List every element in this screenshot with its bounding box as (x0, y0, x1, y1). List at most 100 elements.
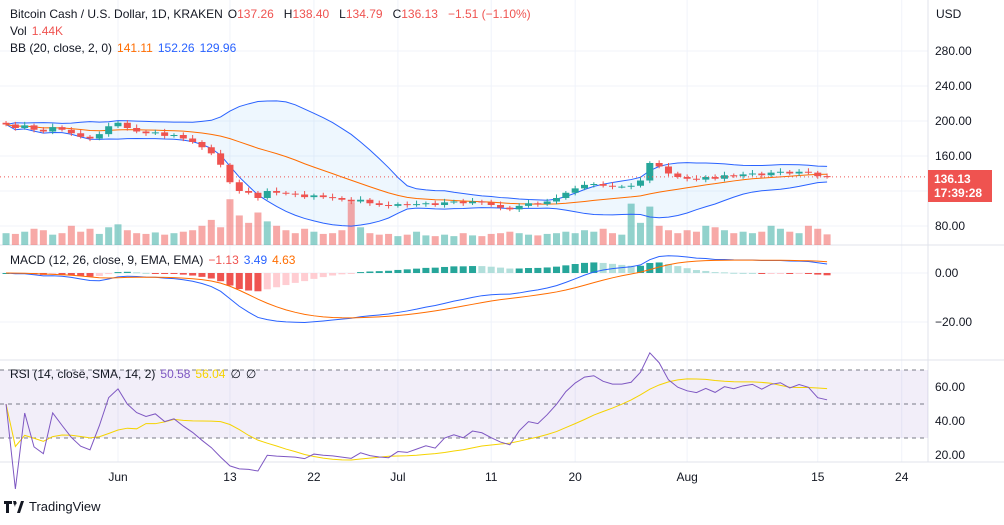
price-tick-label: 160.00 (935, 149, 972, 163)
candle (627, 183, 635, 190)
chart-canvas[interactable]: 280.00 240.00 200.00 160.00 80.00 0.00 −20.00 6… (0, 0, 1004, 495)
macd-histogram-bar (235, 273, 243, 290)
volume-bar (319, 233, 327, 245)
volume-bar (357, 227, 365, 245)
candle (357, 196, 365, 204)
volume-bar (310, 231, 318, 245)
candle (58, 125, 66, 132)
candle (478, 199, 486, 205)
candle (618, 184, 626, 189)
candle (636, 177, 644, 188)
candle (347, 197, 355, 205)
macd-histogram-bar (795, 273, 803, 274)
candle (776, 168, 784, 176)
volume-bar (618, 234, 626, 245)
candle (403, 201, 411, 208)
volume-bar (720, 230, 728, 245)
candle (646, 161, 654, 184)
volume-bar (198, 225, 206, 245)
candle (758, 171, 766, 178)
candle-body (683, 177, 691, 179)
candle-body (357, 199, 365, 202)
candle (422, 201, 430, 207)
macd-histogram-bar (58, 273, 66, 275)
macd-value: 3.49 (243, 253, 268, 267)
volume-bar (730, 233, 738, 245)
open-label: O (227, 7, 238, 21)
candle-body (170, 135, 178, 136)
macd-tick-label: 0.00 (935, 266, 959, 280)
volume-bar (2, 233, 10, 245)
candle-body (506, 207, 514, 210)
ohlc-low: L134.79 (339, 7, 387, 21)
candle (674, 171, 682, 179)
rsi-extra-2: ∅ (245, 367, 257, 381)
macd-histogram-bar (329, 273, 337, 276)
volume-bar (142, 233, 150, 245)
candle-body (823, 176, 831, 178)
macd-histogram-bar (86, 273, 94, 277)
candle-body (338, 198, 346, 200)
high-value: 138.40 (292, 7, 330, 21)
candle-body (142, 131, 150, 134)
bb-lower-line (5, 124, 828, 227)
candle (599, 181, 607, 188)
macd-histogram-bar (357, 272, 365, 274)
candle-body (795, 171, 803, 174)
candle-body (702, 177, 710, 180)
volume-bar (683, 230, 691, 245)
candle (86, 135, 94, 142)
volume-bar (487, 233, 495, 245)
macd-histogram-bar (739, 272, 747, 274)
macd-histogram-bar (674, 266, 682, 273)
macd-signal-line (6, 259, 828, 319)
macd-histogram-bar (469, 266, 477, 273)
candle (553, 194, 561, 205)
currency-label[interactable]: USD (936, 7, 962, 21)
volume-bar (282, 230, 290, 245)
macd-histogram-bar (599, 262, 607, 273)
time-tick-label: 20 (568, 470, 582, 484)
volume-bar (534, 235, 542, 245)
macd-signal-value: 4.63 (272, 253, 296, 267)
volume-bar (273, 225, 281, 245)
candle-body (543, 201, 551, 205)
candle (49, 123, 57, 135)
macd-histogram-bar (245, 273, 253, 291)
candle-body (58, 127, 66, 130)
rsi-sma-line (5, 378, 828, 461)
candle-body (403, 204, 411, 206)
volume-bar (655, 225, 663, 245)
tradingview-logo[interactable]: TradingView (4, 499, 101, 514)
volume-bar (506, 231, 514, 245)
candle (263, 188, 271, 200)
volume-bar (776, 228, 784, 245)
candle (683, 174, 691, 182)
volume-bar (543, 233, 551, 245)
candle-body (310, 195, 318, 198)
candle (497, 201, 505, 211)
volume-bar (30, 228, 38, 245)
macd-histogram-bar (105, 273, 113, 275)
candle-body (655, 163, 663, 167)
candle-body (30, 125, 38, 130)
volume-bar (804, 225, 812, 245)
candle-body (553, 198, 561, 202)
macd-histogram-bar (590, 262, 598, 273)
volume-bar (263, 221, 271, 245)
volume-bar (291, 233, 299, 245)
candle (2, 121, 10, 127)
candle (562, 191, 570, 200)
volume-bar (571, 233, 579, 245)
bb-upper-value: 152.26 (157, 41, 195, 55)
candle-body (95, 134, 103, 139)
candle (310, 193, 318, 200)
candle-body (767, 172, 775, 176)
macd-histogram-bar (730, 272, 738, 274)
macd-histogram-bar (319, 273, 327, 278)
volume-bar (413, 231, 421, 245)
volume-bar (692, 231, 700, 245)
candle (329, 193, 337, 201)
macd-histogram-bar (413, 268, 421, 273)
price-tick-label: 280.00 (935, 44, 972, 58)
